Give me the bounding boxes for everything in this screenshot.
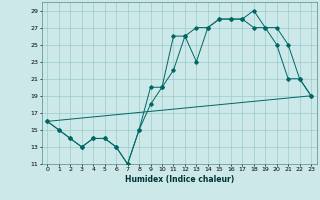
X-axis label: Humidex (Indice chaleur): Humidex (Indice chaleur) xyxy=(124,175,234,184)
